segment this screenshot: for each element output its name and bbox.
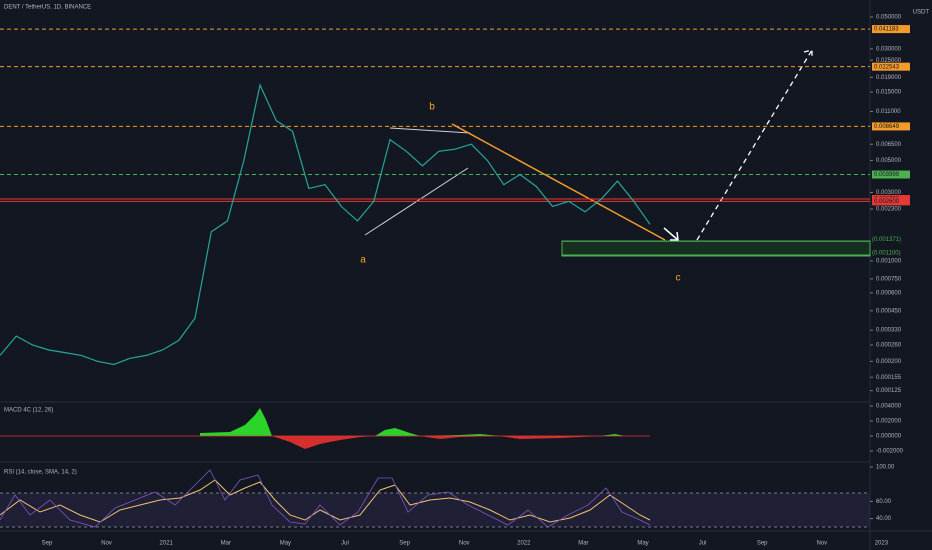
price-tick-label: 0.000200 [876, 359, 902, 365]
price-tick-label: 0.002300 [876, 207, 902, 213]
level-label: 0.002600 [874, 199, 900, 205]
macd-tick-label: 0.002000 [876, 419, 902, 425]
indicator-title: MACD 4C (12, 26) [4, 408, 53, 414]
rsi-tick-label: 60.00 [876, 499, 892, 505]
level-tag [872, 62, 910, 71]
price-line [0, 83, 651, 366]
time-label: 2022 [517, 541, 531, 547]
price-tick-label: 0.000260 [876, 343, 902, 349]
rsi-line [0, 469, 651, 528]
macd-tick-label: -0.002000 [876, 449, 904, 455]
price-tick-label: 0.019000 [876, 75, 902, 81]
time-label: Sep [757, 541, 768, 547]
time-label: Sep [399, 541, 410, 547]
level-tag [872, 122, 910, 131]
level-label: 0.022543 [874, 64, 900, 70]
price-tick-label: 0.000155 [876, 375, 902, 381]
time-label: Mar [221, 541, 231, 547]
price-tick-label: 0.000600 [876, 290, 902, 296]
wave-label: a [360, 255, 366, 266]
macd-histogram [272, 436, 375, 449]
price-tick-label: 0.030000 [876, 46, 902, 52]
time-label: Nov [816, 541, 827, 547]
macd-tick-label: 0.000000 [876, 434, 902, 440]
arrow [663, 227, 679, 241]
level-label: 0.003999 [874, 172, 900, 178]
macd-histogram [0, 408, 272, 436]
time-label: Mar [578, 541, 588, 547]
time-label: Nov [459, 541, 470, 547]
indicator-title: RSI (14, close, SMA, 14, 2) [4, 470, 77, 476]
price-tick-label: 0.003000 [876, 190, 902, 196]
zone-label: (0.001100) [872, 251, 901, 257]
rsi-tick-label: 100.00 [876, 465, 895, 471]
price-tick-label: 0.025000 [876, 58, 902, 64]
time-label: Jul [699, 541, 707, 547]
symbol-title[interactable]: DENT / TetherUS, 1D, BINANCE [4, 5, 91, 11]
rsi-ma [0, 479, 651, 523]
price-tick-label: 0.050000 [876, 15, 902, 21]
price-tick-label: 0.000125 [876, 388, 902, 394]
level-tag [872, 197, 910, 206]
macd-histogram [420, 436, 600, 439]
price-tick-label: 0.011000 [876, 109, 901, 115]
time-label: May [637, 541, 648, 547]
wave-label: b [429, 102, 435, 113]
time-label: 2023 [875, 541, 889, 547]
rsi-band [0, 493, 870, 527]
trend-line [389, 127, 471, 134]
price-tick-label: 0.015000 [876, 90, 902, 96]
target-zone [561, 240, 871, 257]
price-tick-label: 0.000450 [876, 308, 902, 314]
price-tick-label: 0.001000 [876, 259, 902, 265]
wave-label: c [676, 273, 681, 284]
rsi-tick-label: 40.00 [876, 516, 892, 522]
time-label: May [280, 541, 291, 547]
trend-line [451, 123, 666, 241]
time-label: 2021 [160, 541, 174, 547]
price-tick-label: 0.006500 [876, 142, 902, 148]
time-label: Jul [341, 541, 349, 547]
time-label: Nov [101, 541, 112, 547]
level-label: 0.008649 [874, 124, 900, 130]
price-tick-label: 0.000330 [876, 328, 902, 334]
price-tick-label: 0.000750 [876, 276, 902, 282]
projection-arrow [696, 49, 813, 241]
level-label: 0.041183 [874, 27, 899, 33]
price-tick-label: 0.005000 [876, 158, 902, 164]
level-tag [872, 25, 910, 34]
macd-histogram [375, 428, 625, 436]
time-label: Sep [42, 541, 53, 547]
currency: USDT [913, 10, 930, 16]
macd-tick-label: 0.004000 [876, 404, 902, 410]
zone-label: (0.001371) [872, 237, 901, 243]
level-tag [872, 170, 910, 179]
